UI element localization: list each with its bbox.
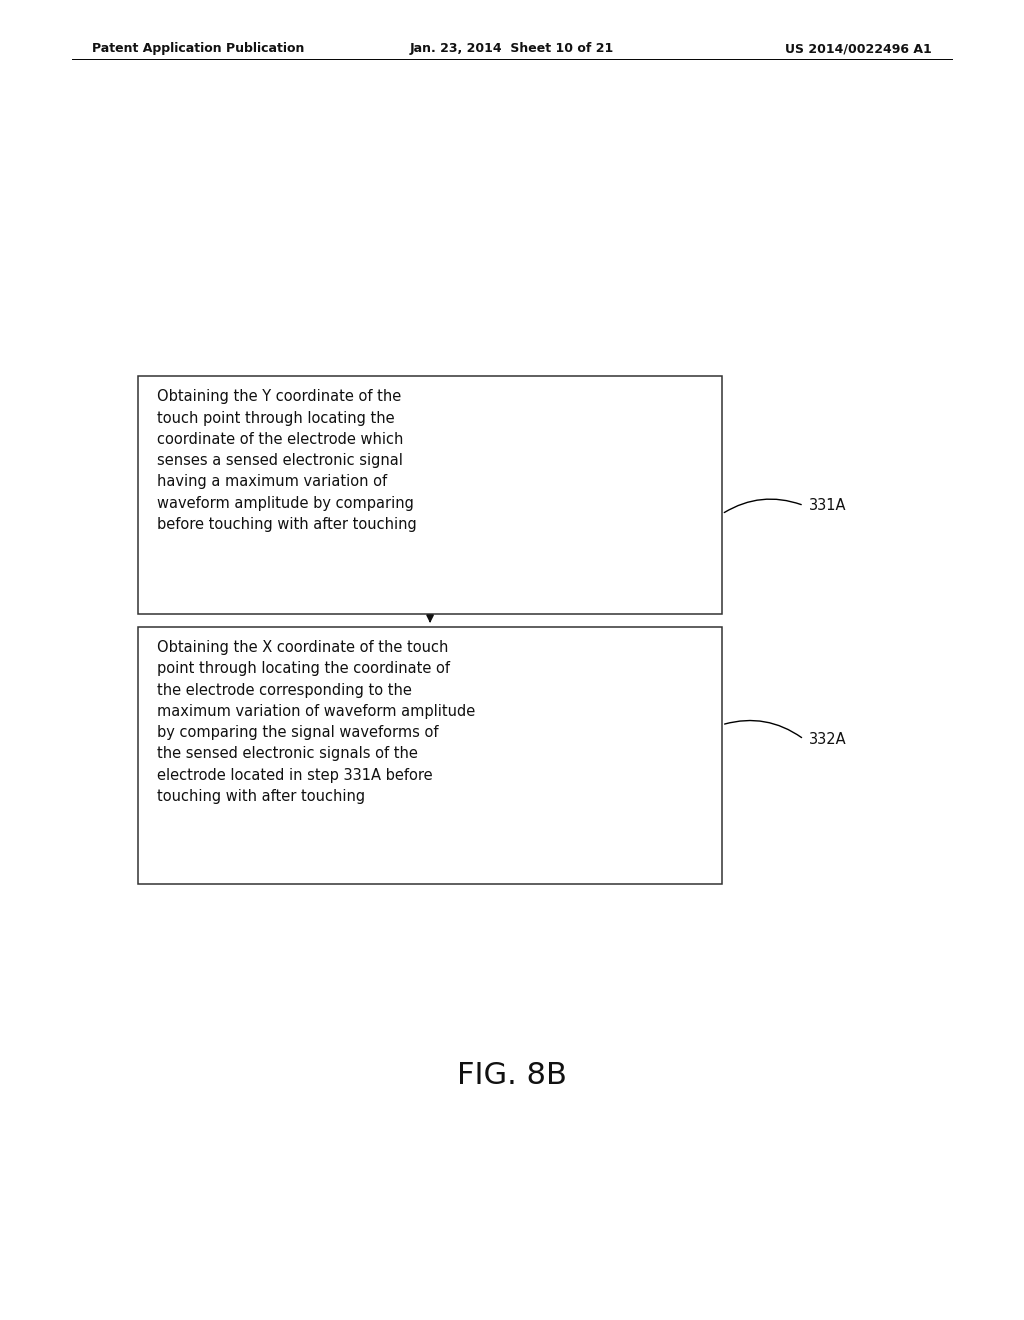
Text: Obtaining the Y coordinate of the
touch point through locating the
coordinate of: Obtaining the Y coordinate of the touch … [157, 389, 417, 532]
Bar [138, 627, 722, 884]
Text: Patent Application Publication: Patent Application Publication [92, 42, 304, 55]
Text: Obtaining the X coordinate of the touch
point through locating the coordinate of: Obtaining the X coordinate of the touch … [157, 640, 475, 804]
Bar [138, 376, 722, 614]
Text: US 2014/0022496 A1: US 2014/0022496 A1 [785, 42, 932, 55]
Text: 331A: 331A [809, 498, 847, 513]
Text: FIG. 8B: FIG. 8B [457, 1061, 567, 1090]
Text: Jan. 23, 2014  Sheet 10 of 21: Jan. 23, 2014 Sheet 10 of 21 [410, 42, 614, 55]
Text: 332A: 332A [809, 731, 847, 747]
